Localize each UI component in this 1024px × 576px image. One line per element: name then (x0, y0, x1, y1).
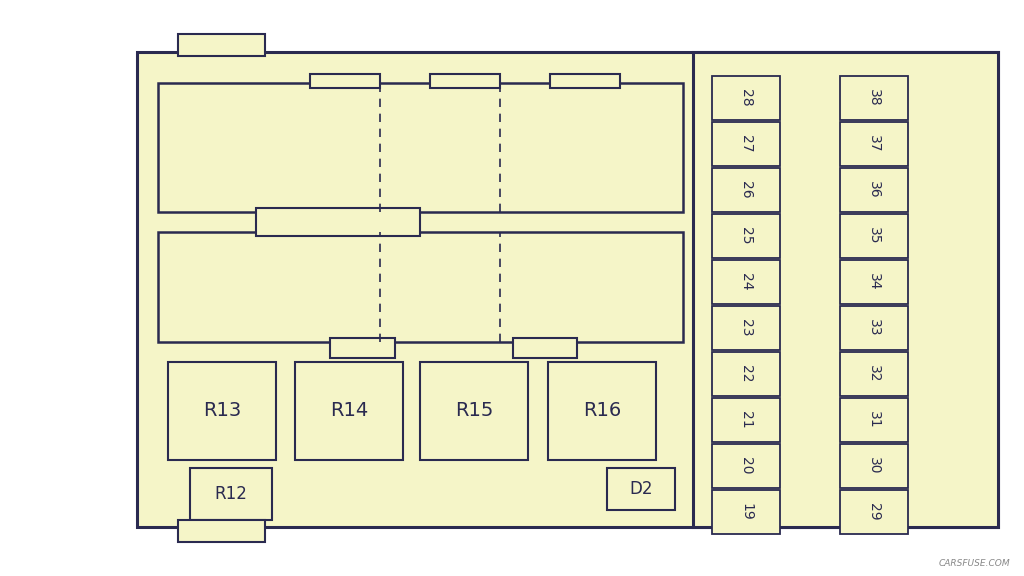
Text: 31: 31 (867, 411, 881, 429)
Text: R13: R13 (203, 401, 241, 420)
Bar (712, 214, 780, 258)
Bar (840, 76, 908, 120)
Bar (168, 362, 276, 460)
Bar (840, 168, 908, 212)
Bar (712, 260, 780, 304)
Bar (840, 214, 908, 258)
Bar (158, 83, 683, 212)
Text: 27: 27 (739, 135, 753, 153)
Bar (330, 338, 395, 358)
Bar (310, 74, 380, 88)
Text: R12: R12 (215, 485, 248, 503)
Bar (295, 362, 403, 460)
Text: 19: 19 (739, 503, 753, 521)
Bar (712, 306, 780, 350)
Text: 20: 20 (739, 457, 753, 475)
Bar (178, 34, 265, 56)
Text: R14: R14 (330, 401, 368, 420)
Text: CARSFUSE.COM: CARSFUSE.COM (938, 559, 1010, 568)
Bar (693, 52, 998, 527)
Bar (840, 122, 908, 166)
Bar (190, 468, 272, 520)
Bar (840, 444, 908, 488)
Text: 25: 25 (739, 228, 753, 245)
Text: 29: 29 (867, 503, 881, 521)
Bar (256, 208, 420, 236)
Bar (178, 520, 265, 542)
Text: 21: 21 (739, 411, 753, 429)
Bar (712, 490, 780, 534)
Text: R15: R15 (455, 401, 494, 420)
Bar (840, 306, 908, 350)
Bar (548, 362, 656, 460)
Bar (712, 122, 780, 166)
Bar (420, 362, 528, 460)
Text: 37: 37 (867, 135, 881, 153)
Text: 34: 34 (867, 273, 881, 291)
Bar (607, 468, 675, 510)
Text: 23: 23 (739, 319, 753, 337)
Text: 36: 36 (867, 181, 881, 199)
Bar (840, 398, 908, 442)
Bar (840, 352, 908, 396)
Bar (712, 352, 780, 396)
Text: 22: 22 (739, 365, 753, 382)
Bar (550, 74, 620, 88)
Bar (430, 74, 500, 88)
Bar (712, 168, 780, 212)
Text: D2: D2 (630, 480, 652, 498)
Text: 32: 32 (867, 365, 881, 382)
Text: 26: 26 (739, 181, 753, 199)
Text: 30: 30 (867, 457, 881, 475)
Bar (840, 490, 908, 534)
Text: 35: 35 (867, 228, 881, 245)
Bar (137, 52, 998, 527)
Bar (712, 444, 780, 488)
Bar (712, 398, 780, 442)
Bar (513, 338, 577, 358)
Text: R16: R16 (583, 401, 622, 420)
Bar (158, 232, 683, 342)
Text: 24: 24 (739, 273, 753, 291)
Text: 33: 33 (867, 319, 881, 337)
Text: 38: 38 (867, 89, 881, 107)
Bar (840, 260, 908, 304)
Text: 28: 28 (739, 89, 753, 107)
Bar (712, 76, 780, 120)
